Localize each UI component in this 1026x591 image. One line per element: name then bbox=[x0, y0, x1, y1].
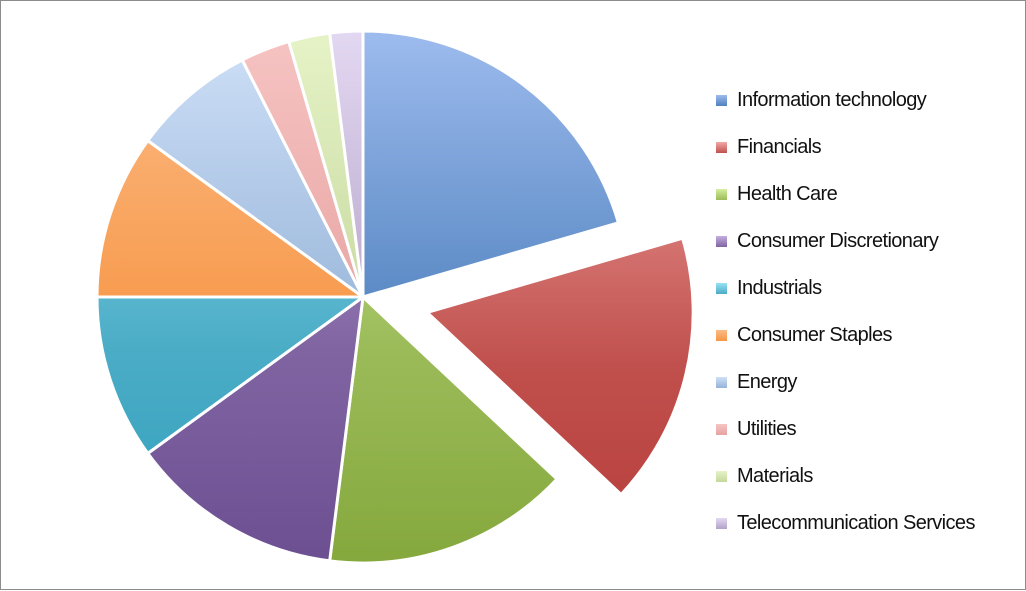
legend-swatch bbox=[716, 377, 727, 388]
legend-item-utilities: Utilities bbox=[716, 406, 975, 453]
legend-label: Materials bbox=[737, 465, 813, 487]
legend-item-industrials: Industrials bbox=[716, 265, 975, 312]
legend-swatch bbox=[716, 142, 727, 153]
pie-slice-industrials bbox=[95, 295, 365, 455]
legend-item-materials: Materials bbox=[716, 453, 975, 500]
pie-slice-health-care bbox=[328, 295, 559, 565]
legend-label: Consumer Staples bbox=[737, 324, 893, 346]
legend-swatch bbox=[716, 283, 727, 294]
legend-item-health-care: Health Care bbox=[716, 171, 975, 218]
legend-label: Health Care bbox=[737, 183, 838, 205]
legend-label: Consumer Discretionary bbox=[737, 230, 939, 252]
legend-label: Energy bbox=[737, 371, 797, 393]
pie-slice-telecommunication-services bbox=[328, 29, 365, 299]
legend-item-consumer-discretionary: Consumer Discretionary bbox=[716, 218, 975, 265]
legend-swatch bbox=[716, 236, 727, 247]
legend-swatch bbox=[716, 424, 727, 435]
legend-swatch bbox=[716, 95, 727, 106]
legend-label: Financials bbox=[737, 136, 822, 158]
legend-label: Utilities bbox=[737, 418, 797, 440]
pie-slice-information-technology bbox=[361, 29, 620, 299]
legend-swatch bbox=[716, 471, 727, 482]
pie-slice-financials bbox=[425, 236, 695, 496]
legend-item-consumer-staples: Consumer Staples bbox=[716, 312, 975, 359]
legend-item-information-technology: Information technology bbox=[716, 77, 975, 124]
legend-swatch bbox=[716, 330, 727, 341]
legend-item-telecommunication-services: Telecommunication Services bbox=[716, 500, 975, 547]
pie-slice-consumer-staples bbox=[95, 139, 365, 299]
chart-legend: Information technology Financials Health C… bbox=[716, 77, 975, 547]
legend-label: Industrials bbox=[737, 277, 822, 299]
legend-label: Telecommunication Services bbox=[737, 512, 975, 534]
pie-slice-energy bbox=[146, 58, 365, 299]
legend-item-energy: Energy bbox=[716, 359, 975, 406]
legend-item-financials: Financials bbox=[716, 124, 975, 171]
pie-slice-consumer-discretionary bbox=[146, 295, 365, 563]
legend-swatch bbox=[716, 518, 727, 529]
legend-label: Information technology bbox=[737, 89, 927, 111]
legend-swatch bbox=[716, 189, 727, 200]
